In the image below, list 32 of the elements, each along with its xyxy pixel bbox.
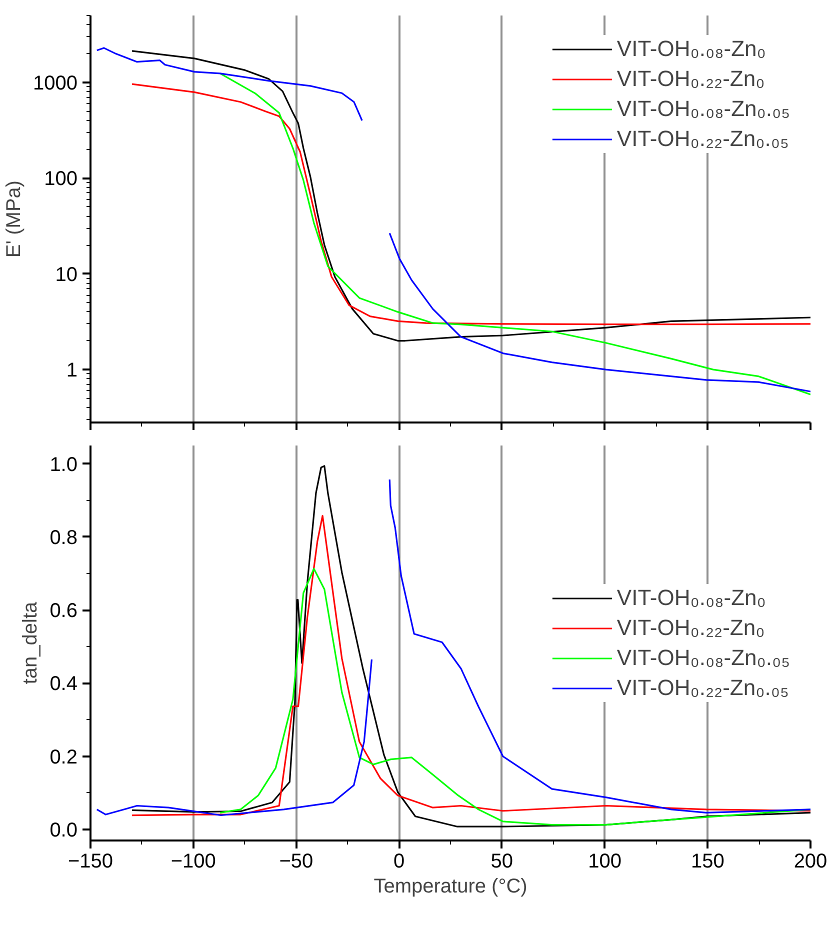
x-tick-label: 200 bbox=[794, 850, 828, 872]
legend-label: VIT-OH₀.₀₈-Zn₀ bbox=[616, 584, 766, 612]
y-tick-label: 1000 bbox=[33, 72, 78, 94]
y-tick-label: 100 bbox=[44, 168, 78, 190]
x-tick-label: 100 bbox=[588, 850, 622, 872]
legend-label: VIT-OH₀.₀₈-Zn₀.₀₅ bbox=[616, 95, 790, 123]
legend-label: VIT-OH₀.₀₈-Zn₀ bbox=[616, 35, 766, 63]
y-tick-label: 1.0 bbox=[50, 454, 78, 476]
x-tick-label: 50 bbox=[490, 850, 514, 872]
y-axis-title: tan_delta bbox=[20, 600, 42, 684]
y-tick-label: 0.4 bbox=[50, 673, 78, 696]
y-tick-label: 0.2 bbox=[50, 746, 78, 768]
y-tick-label: 0.0 bbox=[50, 820, 78, 842]
y-tick-label: 0.6 bbox=[50, 600, 78, 622]
legend-label: VIT-OH₀.₂₂-Zn₀ bbox=[616, 65, 765, 93]
line-series bbox=[219, 568, 810, 826]
legend-label: VIT-OH₀.₂₂-Zn₀.₀₅ bbox=[616, 674, 789, 702]
x-tick-label: 150 bbox=[690, 850, 724, 872]
legend-label: VIT-OH₀.₀₈-Zn₀.₀₅ bbox=[616, 644, 790, 672]
x-tick-label: 0 bbox=[394, 850, 405, 872]
x-axis-title: Temperature (°C) bbox=[374, 876, 528, 898]
y-axis-title: E' (MPa) bbox=[3, 180, 26, 258]
legend-label: VIT-OH₀.₂₂-Zn₀ bbox=[616, 614, 765, 642]
y-tick-label: 1 bbox=[66, 360, 78, 382]
x-tick-label: −150 bbox=[68, 850, 114, 872]
line-series bbox=[219, 72, 810, 396]
x-tick-label: −100 bbox=[170, 850, 216, 872]
x-tick-label: −50 bbox=[279, 850, 314, 872]
line-series bbox=[131, 514, 810, 816]
y-tick-label: 0.8 bbox=[50, 526, 78, 549]
legend-label: VIT-OH₀.₂₂-Zn₀.₀₅ bbox=[616, 125, 789, 153]
y-tick-label: 10 bbox=[55, 264, 78, 286]
